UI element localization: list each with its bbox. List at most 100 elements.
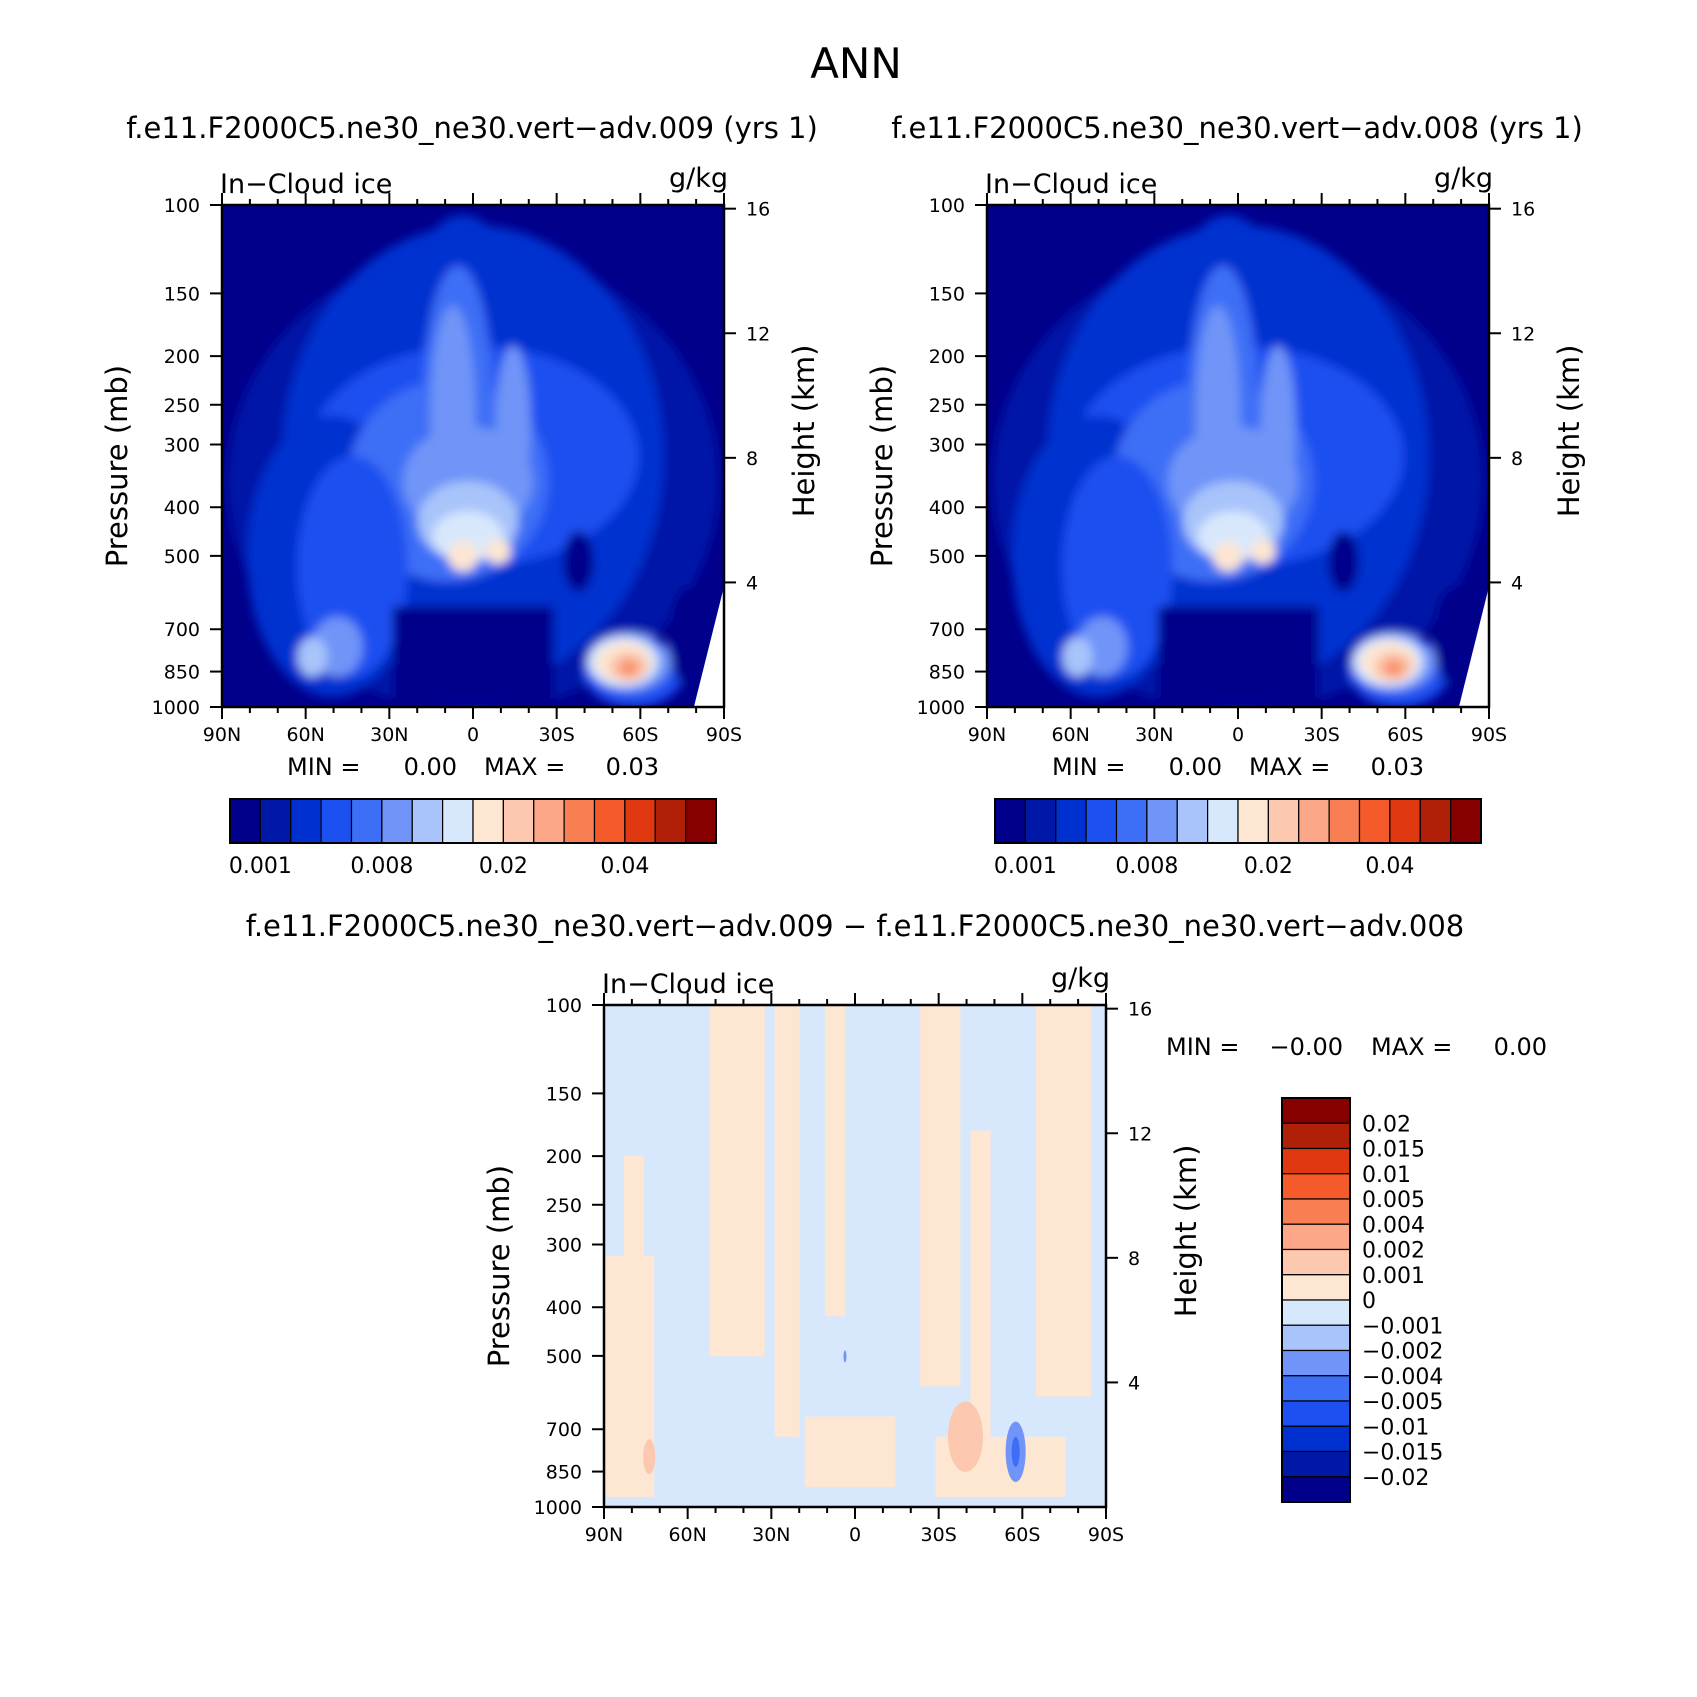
colorbar-swatch [1281, 1198, 1351, 1225]
colorbar-swatch [1146, 798, 1178, 844]
x-tick-label: 30S [921, 1524, 957, 1546]
contour-level [1260, 345, 1296, 507]
max-label: MAX = [484, 753, 565, 781]
y-tick-label: 150 [164, 283, 200, 305]
colorbar-tick-label: −0.015 [1362, 1441, 1443, 1466]
x-tick-label: 30N [370, 724, 408, 746]
y2-tick-label: 12 [1511, 323, 1535, 345]
colorbar-swatch [1281, 1248, 1351, 1276]
colorbar-tick-label: 0.04 [1365, 854, 1414, 879]
y-tick-label: 200 [164, 346, 200, 368]
missing-data-region [693, 586, 724, 707]
x-tick-label: 60S [1004, 1524, 1040, 1546]
colorbar-swatch [533, 798, 565, 844]
y-tick-label: 300 [546, 1235, 582, 1257]
colorbar-swatch [290, 798, 322, 844]
colorbar-swatch [350, 798, 383, 844]
contour-level [1157, 606, 1319, 707]
y-tick-label: 700 [164, 619, 200, 641]
contour-level [1212, 541, 1244, 572]
x-tick-label: 60S [622, 724, 658, 746]
contour-level [843, 1350, 847, 1363]
colorbar-swatch [1358, 798, 1391, 844]
contour-level [774, 1005, 800, 1437]
panel-case1: 90N 60N 30N 0 30S 60S 90S 100 150 200 250 300 400 500… [100, 163, 821, 879]
y-tick-label: 300 [929, 435, 965, 457]
colorbar-swatch [1389, 798, 1421, 844]
colorbar-tick-label: 0.008 [350, 854, 413, 879]
contour-blobs [992, 215, 1484, 707]
y-axis-label: Pressure (mb) [100, 365, 134, 567]
contour-field [222, 205, 724, 707]
contour-level [643, 1439, 656, 1475]
y-tick-label: 1000 [152, 697, 200, 719]
colorbar-swatch [654, 798, 687, 844]
colorbar-tick-label: 0.001 [994, 854, 1057, 879]
y-tick-label: 150 [546, 1083, 582, 1105]
colorbar-tick-label: −0.01 [1362, 1415, 1429, 1440]
colorbar-tick-label: 0.001 [229, 854, 292, 879]
colorbar-swatch [1281, 1173, 1351, 1200]
colorbar-swatch [472, 798, 504, 844]
max-value: 0.03 [606, 753, 659, 781]
colorbar-frame [1281, 1097, 1351, 1503]
contour-blobs [227, 215, 719, 707]
y2-tick-label: 4 [746, 572, 758, 594]
colorbar-swatch [1328, 798, 1361, 844]
colorbar-swatch [442, 798, 474, 844]
y-axis-label: Pressure (mb) [865, 365, 899, 567]
min-label: MIN = [1166, 1033, 1239, 1061]
contour-level [485, 538, 511, 564]
y-tick-label: 500 [546, 1346, 582, 1368]
x-tick-label: 90S [1471, 724, 1507, 746]
min-value: −0.00 [1269, 1033, 1343, 1061]
colorbar-swatch [1281, 1476, 1351, 1503]
colorbar-swatch [320, 798, 353, 844]
y2-tick-label: 4 [1128, 1372, 1140, 1394]
x-tick-label: 90N [585, 1524, 623, 1546]
colorbar-swatch [624, 798, 656, 844]
y-tick-label: 1000 [534, 1497, 582, 1519]
colorbar-swatch [1281, 1274, 1351, 1301]
units-label: g/kg [1051, 963, 1110, 994]
y-tick-label: 200 [546, 1146, 582, 1168]
y-axis-label: Pressure (mb) [482, 1165, 516, 1367]
colorbar-swatch [1281, 1349, 1351, 1377]
colorbar-swatch [1085, 798, 1118, 844]
x-tick-label: 60N [286, 724, 324, 746]
contour-field [604, 1005, 1106, 1507]
contour-level [1035, 1005, 1091, 1397]
x-tick-label: 30N [752, 1524, 790, 1546]
y2-axis-label: Height (km) [787, 345, 821, 518]
colorbar-swatch [1450, 798, 1482, 844]
contour-level [1062, 636, 1093, 677]
variable-label: In−Cloud ice [602, 969, 774, 1000]
colorbar-tick-label: −0.004 [1362, 1365, 1443, 1390]
colorbar-swatch [1281, 1400, 1351, 1427]
y-tick-label: 250 [929, 395, 965, 417]
y2-tick-label: 16 [1128, 999, 1152, 1021]
colorbar-swatch [1024, 798, 1057, 844]
contour-level [430, 305, 476, 527]
y-tick-label: 200 [929, 346, 965, 368]
x-tick-label: 0 [467, 724, 479, 746]
colorbar-swatch [1115, 798, 1148, 844]
y-tick-label: 250 [546, 1195, 582, 1217]
colorbar-swatch [1281, 1147, 1351, 1175]
contour-level [392, 606, 554, 707]
x-tick-label: 60N [668, 1524, 706, 1546]
contour-level [297, 636, 328, 677]
colorbar-swatch [502, 798, 535, 844]
variable-label: In−Cloud ice [985, 169, 1157, 200]
colorbar-tick-label: 0.02 [1244, 854, 1293, 879]
y-tick-label: 100 [164, 195, 200, 217]
colorbar-swatch [1281, 1425, 1351, 1453]
contour-level [1011, 1436, 1020, 1467]
colorbar-swatch [994, 798, 1026, 844]
x-tick-label: 0 [1232, 724, 1244, 746]
y-tick-label: 700 [546, 1419, 582, 1441]
y2-tick-label: 12 [746, 323, 770, 345]
colorbar-swatch [1281, 1324, 1351, 1352]
colorbar-swatch [1281, 1375, 1351, 1402]
